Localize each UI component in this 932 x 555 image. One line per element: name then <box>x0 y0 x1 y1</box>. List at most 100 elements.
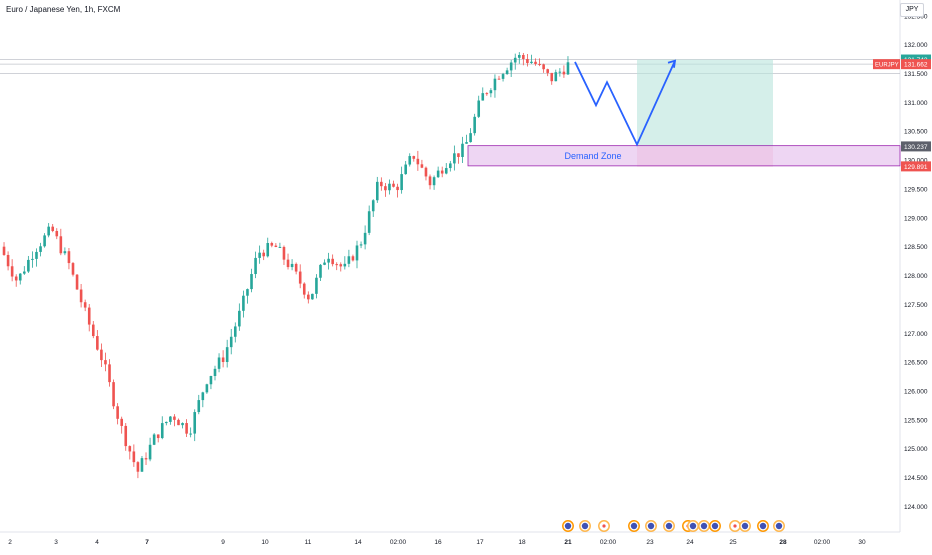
candle-body <box>23 271 26 274</box>
y-tick-label: 129.000 <box>904 215 928 222</box>
candle-body <box>136 462 140 472</box>
x-tick-label: 21 <box>564 539 572 546</box>
candle-body <box>197 400 201 413</box>
candle-body <box>363 232 367 245</box>
y-tick-label: 126.000 <box>904 389 928 396</box>
candle-body <box>124 425 128 447</box>
candle-body <box>534 61 537 64</box>
candle-body <box>315 277 318 294</box>
candle-body <box>351 256 355 261</box>
candle-body <box>493 78 497 91</box>
candle-body <box>160 423 164 439</box>
candle-body <box>319 264 322 278</box>
candle-body <box>388 183 391 191</box>
candle-body <box>542 64 545 70</box>
candle-body <box>465 142 468 144</box>
projection-path[interactable] <box>574 60 676 147</box>
candle-body <box>79 289 83 303</box>
x-tick-label: 02:00 <box>600 539 617 546</box>
x-tick-label: 23 <box>646 539 654 546</box>
candle-body <box>497 78 501 80</box>
currency-selector[interactable]: JPY <box>900 3 924 17</box>
candle-body <box>505 70 509 75</box>
y-tick-label: 128.500 <box>904 244 928 251</box>
stop-price-tag-bg <box>901 161 931 172</box>
candle-body <box>14 276 18 281</box>
y-tick-label: 125.500 <box>904 417 928 424</box>
candle-body <box>217 357 221 369</box>
event-marker-dot <box>581 522 589 530</box>
candle-body <box>238 310 241 327</box>
event-marker-dot <box>733 524 737 528</box>
candle-body <box>262 252 265 257</box>
candle-body <box>75 274 79 290</box>
candle-body <box>233 326 237 337</box>
candle-body <box>205 384 209 393</box>
candle-body <box>371 200 375 212</box>
demand-zone[interactable] <box>467 145 901 167</box>
candle-body <box>55 230 59 237</box>
candle-body <box>173 416 176 420</box>
x-tick-label: 30 <box>858 539 866 546</box>
y-tick-label: 131.000 <box>904 100 928 107</box>
candle-body <box>67 251 71 264</box>
candle-body <box>87 307 91 325</box>
candle-body <box>108 364 111 383</box>
candle-body <box>412 156 416 159</box>
candle-body <box>140 458 144 472</box>
candle-body <box>432 177 436 186</box>
y-tick-label: 128.000 <box>904 273 928 280</box>
candle-body <box>128 446 132 452</box>
x-tick-label: 14 <box>354 539 362 546</box>
event-marker-dot <box>775 522 783 530</box>
candle-body <box>246 289 249 296</box>
candle-body <box>278 246 282 248</box>
candle-body <box>384 186 387 191</box>
candle-body <box>416 158 420 165</box>
candle-body <box>331 258 334 265</box>
candle-body <box>6 254 10 267</box>
candle-body <box>63 251 67 254</box>
candle-body <box>546 69 549 73</box>
candle-body <box>270 243 274 246</box>
candle-body <box>489 90 493 94</box>
candle-body <box>550 72 554 82</box>
candle-body <box>477 100 481 117</box>
candle-body <box>254 257 257 275</box>
candle-body <box>10 266 14 277</box>
candle-body <box>112 382 115 407</box>
candle-body <box>339 264 343 267</box>
candle-body <box>517 54 521 58</box>
candle-body <box>91 324 95 337</box>
x-tick-label: 02:00 <box>390 539 407 546</box>
candle-body <box>213 368 217 377</box>
candle-body <box>156 434 160 439</box>
symbol-title: Euro / Japanese Yen, 1h, FXCM <box>6 5 121 14</box>
candle-body <box>562 71 566 75</box>
candle-body <box>526 58 529 63</box>
target-zone[interactable] <box>637 59 773 147</box>
entry-price-tag-bg <box>901 141 931 152</box>
demand-zone-label: Demand Zone <box>564 151 621 161</box>
candle-body <box>120 418 123 426</box>
candle-body <box>323 262 326 265</box>
candle-body <box>148 444 152 460</box>
candle-body <box>302 283 306 295</box>
candle-body <box>96 336 99 350</box>
candle-body <box>39 246 42 252</box>
candle-body <box>359 244 363 246</box>
x-tick-label: 24 <box>686 539 694 546</box>
candle-body <box>428 176 432 186</box>
candle-body <box>554 72 558 82</box>
event-marker-dot <box>700 522 708 530</box>
candle-body <box>229 336 233 348</box>
candle-body <box>51 226 55 231</box>
candle-body <box>509 62 513 71</box>
candle-body <box>485 93 489 95</box>
candle-body <box>201 392 205 401</box>
candle-body <box>327 258 330 263</box>
candle-body <box>266 243 270 257</box>
event-marker-dot <box>711 522 719 530</box>
